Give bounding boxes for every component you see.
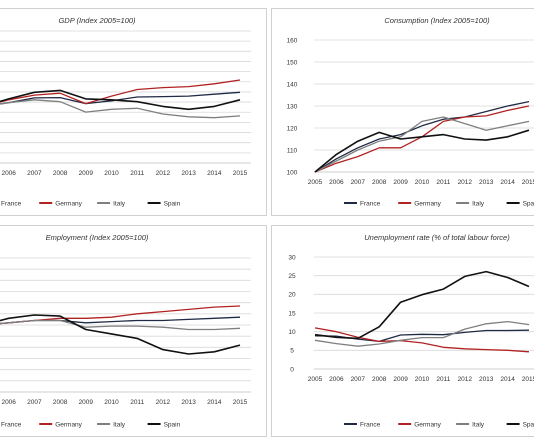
employment-legend-label-france: France [1, 421, 22, 428]
gdp-x-tick-label: 2011 [130, 170, 144, 177]
employment-series-spain [0, 314, 241, 355]
employment-legend-label-italy: Italy [113, 421, 126, 428]
unemployment-y-tick-label: 5 [290, 348, 294, 355]
employment-x-tick-label: 2012 [156, 399, 171, 406]
consumption-y-tick-label: 110 [287, 147, 298, 154]
employment-x-tick-label: 2015 [233, 399, 248, 406]
employment-x-tick-label: 2009 [79, 399, 94, 406]
gdp-legend-label-germany: Germany [55, 200, 82, 207]
consumption-x-tick-label: 2005 [308, 179, 323, 186]
employment-x-tick-label: 2010 [104, 399, 119, 406]
employment-chart: Employment (Index 2005=100)2005200620072… [0, 233, 251, 428]
unemployment-x-tick-label: 2007 [351, 376, 366, 383]
gdp-x-tick-label: 2006 [1, 170, 16, 177]
consumption-x-tick-label: 2008 [372, 179, 387, 186]
unemployment-title: Unemployment rate (% of total labour for… [364, 233, 510, 242]
unemployment-x-tick-label: 2009 [393, 376, 408, 383]
unemployment-x-tick-label: 2008 [372, 376, 387, 383]
consumption-series-france [314, 100, 530, 173]
gdp-x-tick-label: 2010 [104, 170, 119, 177]
gdp-legend-label-italy: Italy [113, 200, 126, 207]
unemployment-y-tick-label: 30 [288, 254, 296, 261]
employment-x-tick-label: 2006 [1, 399, 16, 406]
unemployment-x-tick-label: 2010 [415, 376, 430, 383]
unemployment-x-tick-label: 2015 [522, 376, 534, 383]
unemployment-y-tick-label: 0 [290, 366, 294, 373]
gdp-x-tick-label: 2007 [27, 170, 42, 177]
unemployment-series-germany [314, 327, 530, 353]
unemployment-y-tick-label: 10 [288, 329, 296, 336]
gdp-x-tick-label: 2014 [207, 170, 222, 177]
employment-x-tick-label: 2013 [181, 399, 196, 406]
consumption-x-tick-label: 2015 [522, 179, 534, 186]
consumption-legend-label-italy: Italy [472, 200, 485, 207]
consumption-x-tick-label: 2007 [351, 179, 366, 186]
employment-x-tick-label: 2014 [207, 399, 222, 406]
employment-x-tick-label: 2007 [27, 399, 42, 406]
gdp-chart: GDP (Index 2005=100)20052006200720082009… [0, 16, 251, 207]
consumption-y-tick-label: 100 [287, 169, 298, 176]
gdp-x-tick-label: 2008 [53, 170, 68, 177]
unemployment-series-spain [314, 270, 530, 340]
unemployment-y-tick-label: 15 [288, 310, 296, 317]
unemployment-x-tick-label: 2014 [500, 376, 515, 383]
consumption-x-tick-label: 2013 [479, 179, 494, 186]
gdp-series-france [0, 91, 241, 105]
consumption-y-tick-label: 150 [287, 59, 298, 66]
consumption-y-tick-label: 120 [287, 125, 298, 132]
chart-panel-gdp: GDP (Index 2005=100)20052006200720082009… [0, 8, 267, 216]
unemployment-chart: Unemployment rate (% of total labour for… [288, 233, 534, 428]
consumption-x-tick-label: 2006 [329, 179, 344, 186]
unemployment-legend-label-italy: Italy [472, 421, 485, 428]
consumption-x-tick-label: 2011 [436, 179, 450, 186]
unemployment-y-tick-label: 20 [288, 292, 296, 299]
consumption-x-tick-label: 2009 [393, 179, 408, 186]
consumption-y-tick-label: 140 [287, 81, 298, 88]
gdp-x-tick-label: 2015 [233, 170, 248, 177]
unemployment-series-italy [314, 320, 530, 347]
consumption-x-tick-label: 2014 [500, 179, 515, 186]
unemployment-legend-label-spain: Spain [523, 421, 534, 428]
consumption-legend-label-germany: Germany [414, 200, 441, 207]
gdp-series-spain [0, 89, 241, 111]
employment-legend-label-spain: Spain [164, 421, 181, 428]
chart-panel-consumption: Consumption (Index 2005=100) 100 110 120 130… [271, 8, 534, 216]
consumption-x-tick-label: 2010 [415, 179, 430, 186]
consumption-series-italy [314, 116, 530, 173]
consumption-legend-label-spain: Spain [523, 200, 534, 207]
employment-title: Employment (Index 2005=100) [46, 233, 149, 242]
unemployment-x-tick-label: 2006 [329, 376, 344, 383]
gdp-legend-label-france: France [1, 200, 22, 207]
employment-x-tick-label: 2011 [130, 399, 144, 406]
unemployment-x-tick-label: 2011 [436, 376, 450, 383]
gdp-x-tick-label: 2012 [156, 170, 171, 177]
employment-x-tick-label: 2008 [53, 399, 68, 406]
chart-panel-unemployment: Unemployment rate (% of total labour for… [271, 225, 534, 437]
gdp-x-tick-label: 2013 [181, 170, 196, 177]
consumption-y-tick-label: 160 [287, 37, 298, 44]
unemployment-y-tick-label: 25 [288, 273, 296, 280]
consumption-title: Consumption (Index 2005=100) [384, 16, 490, 25]
chart-panel-employment: Employment (Index 2005=100)2005200620072… [0, 225, 267, 437]
unemployment-x-tick-label: 2013 [479, 376, 494, 383]
consumption-chart: Consumption (Index 2005=100) 100 110 120 130… [287, 16, 534, 207]
gdp-x-tick-label: 2009 [79, 170, 94, 177]
unemployment-legend-label-germany: Germany [414, 421, 441, 428]
gdp-title: GDP (Index 2005=100) [58, 16, 136, 25]
gdp-series-germany [0, 79, 241, 105]
employment-series-italy [0, 319, 241, 331]
gdp-series-italy [0, 99, 241, 119]
employment-legend-label-germany: Germany [55, 421, 82, 428]
unemployment-x-tick-label: 2005 [308, 376, 323, 383]
consumption-x-tick-label: 2012 [458, 179, 473, 186]
consumption-y-tick-label: 130 [287, 103, 298, 110]
consumption-series-spain [314, 129, 530, 173]
gdp-legend-label-spain: Spain [164, 200, 181, 207]
consumption-legend-label-france: France [360, 200, 381, 207]
unemployment-x-tick-label: 2012 [458, 376, 473, 383]
unemployment-legend-label-france: France [360, 421, 381, 428]
